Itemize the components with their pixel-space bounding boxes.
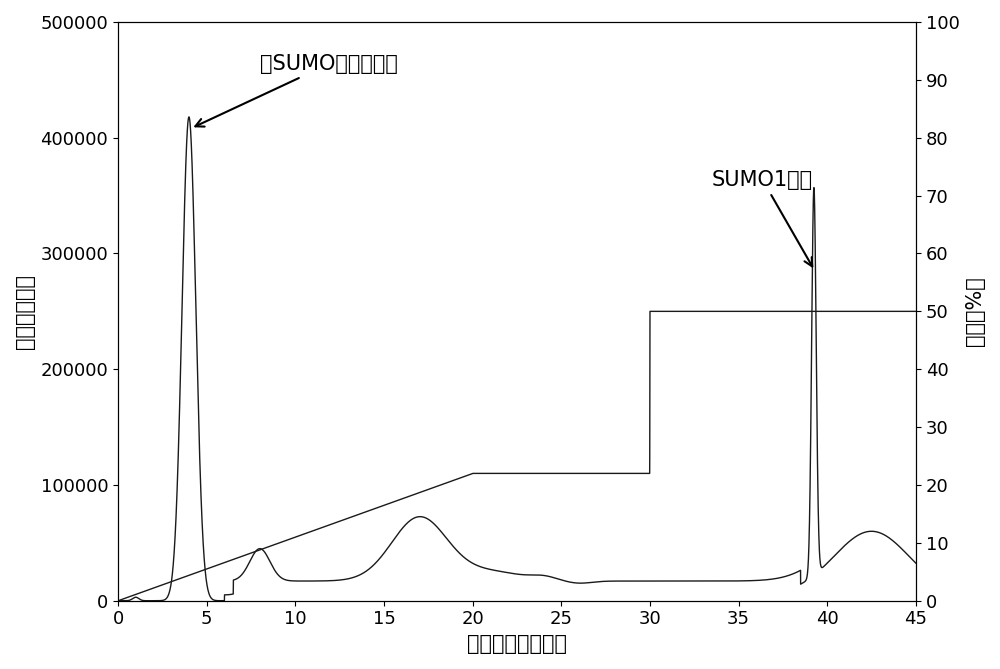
X-axis label: 保留时间（分钟）: 保留时间（分钟）: [467, 634, 567, 654]
Text: 非SUMO标肽混合物: 非SUMO标肽混合物: [195, 54, 398, 126]
Y-axis label: 强度（毫伏）: 强度（毫伏）: [15, 274, 35, 349]
Y-axis label: 浓度（%）: 浓度（%）: [965, 276, 985, 347]
Text: SUMO1标肽: SUMO1标肽: [712, 170, 813, 266]
